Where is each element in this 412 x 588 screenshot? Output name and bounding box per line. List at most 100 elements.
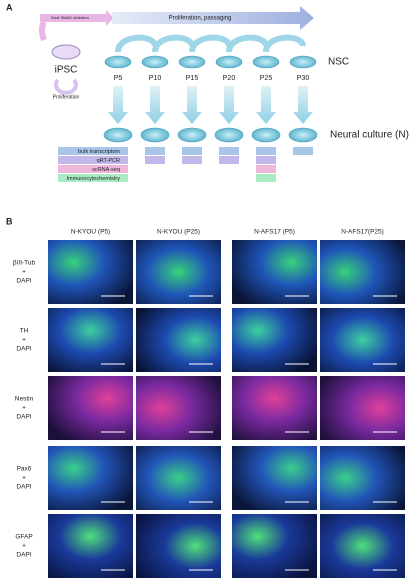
panel-label: A [6, 2, 13, 12]
nsc-label: NSC [328, 57, 349, 68]
row-label: βIII-Tub [13, 260, 36, 267]
nsc-dish [178, 55, 206, 69]
induction-arrow [40, 10, 114, 26]
nsc-dish [252, 55, 280, 69]
differentiation-arrow [219, 86, 239, 124]
method-swatch [58, 156, 122, 164]
method-bar [182, 147, 202, 155]
micrograph [48, 514, 133, 578]
passage-curve [263, 34, 306, 53]
method-bar [145, 156, 165, 164]
method-label: bulk transcriptom [78, 149, 120, 155]
method-bar [256, 147, 276, 155]
column-header: N-AFS17 (P5) [254, 229, 295, 236]
neural-label: Neural culture (N) [330, 130, 409, 141]
method-swatch [58, 147, 122, 155]
method-bar [256, 174, 276, 182]
proliferation-loop [54, 78, 78, 95]
row-label: GFAP [15, 534, 32, 541]
row-label: + [22, 405, 26, 412]
micrograph [320, 376, 405, 440]
row-label: Nestin [15, 396, 34, 403]
induction-label: Dual SMAD inhibition [51, 15, 89, 20]
passage-curve [226, 34, 269, 53]
culture-dish [214, 127, 244, 143]
method-bar [219, 156, 239, 164]
method-label: Immunocytochemistry [67, 176, 121, 182]
row-label: TH [20, 328, 29, 335]
culture-dish [251, 127, 281, 143]
method-bar [293, 147, 313, 155]
nsc-dish [104, 55, 132, 69]
method-bar [182, 156, 202, 164]
micrograph [136, 514, 221, 578]
row-label: Pax6 [17, 466, 32, 473]
method-swatch [58, 165, 122, 173]
column-header: N-KYOU (P25) [157, 229, 200, 236]
micrograph [48, 446, 133, 510]
culture-dish [288, 127, 318, 143]
method-bar [219, 147, 239, 155]
nsc-dish [215, 55, 243, 69]
micrograph [320, 514, 405, 578]
induction-curve [39, 20, 47, 42]
micrograph [320, 446, 405, 510]
differentiation-arrow [145, 86, 165, 124]
row-label: + [22, 543, 26, 550]
row-label: DAPI [16, 552, 31, 559]
row-label: + [22, 475, 26, 482]
passage-arrow [112, 6, 314, 30]
differentiation-arrow [182, 86, 202, 124]
nsc-dish [289, 55, 317, 69]
micrograph [232, 514, 317, 578]
ipsc-proliferation: Proliferation [53, 94, 80, 100]
method-bar [256, 156, 276, 164]
micrograph [320, 308, 405, 372]
micrograph [136, 446, 221, 510]
method-label: scRNA-seq [92, 167, 120, 173]
nsc-dish [141, 55, 169, 69]
micrograph [320, 240, 405, 304]
passage-label: P25 [260, 75, 273, 82]
differentiation-arrow [256, 86, 276, 124]
passage-label: P10 [149, 75, 162, 82]
micrograph [136, 376, 221, 440]
micrograph [232, 308, 317, 372]
method-swatch [58, 174, 122, 182]
passage-curve [115, 34, 158, 53]
row-label: + [22, 337, 26, 344]
culture-dish [103, 127, 133, 143]
method-bar [256, 165, 276, 173]
ipsc-label: iPSC [55, 65, 78, 76]
row-label: DAPI [16, 346, 31, 353]
differentiation-arrow [293, 86, 313, 124]
passage-label: Proliferation, passaging [169, 16, 232, 22]
row-label: + [22, 269, 26, 276]
micrograph [232, 240, 317, 304]
culture-dish [140, 127, 170, 143]
passage-label: P30 [297, 75, 310, 82]
row-label: DAPI [16, 278, 31, 285]
column-header: N-KYOU (P5) [71, 229, 110, 236]
passage-label: P20 [223, 75, 236, 82]
passage-curve [189, 34, 232, 53]
passage-label: P5 [114, 75, 123, 82]
method-label: qRT-PCR [97, 158, 120, 164]
row-label: DAPI [16, 414, 31, 421]
micrograph [48, 308, 133, 372]
differentiation-arrow [108, 86, 128, 124]
column-header: N-AFS17(P25) [341, 229, 384, 236]
micrograph [48, 376, 133, 440]
ipsc-dish [51, 44, 81, 60]
panel-label: B [6, 216, 13, 226]
method-bar [145, 147, 165, 155]
micrograph [232, 376, 317, 440]
micrograph [232, 446, 317, 510]
culture-dish [177, 127, 207, 143]
micrograph [136, 308, 221, 372]
micrograph [48, 240, 133, 304]
row-label: DAPI [16, 484, 31, 491]
passage-curve [152, 34, 195, 53]
micrograph [136, 240, 221, 304]
